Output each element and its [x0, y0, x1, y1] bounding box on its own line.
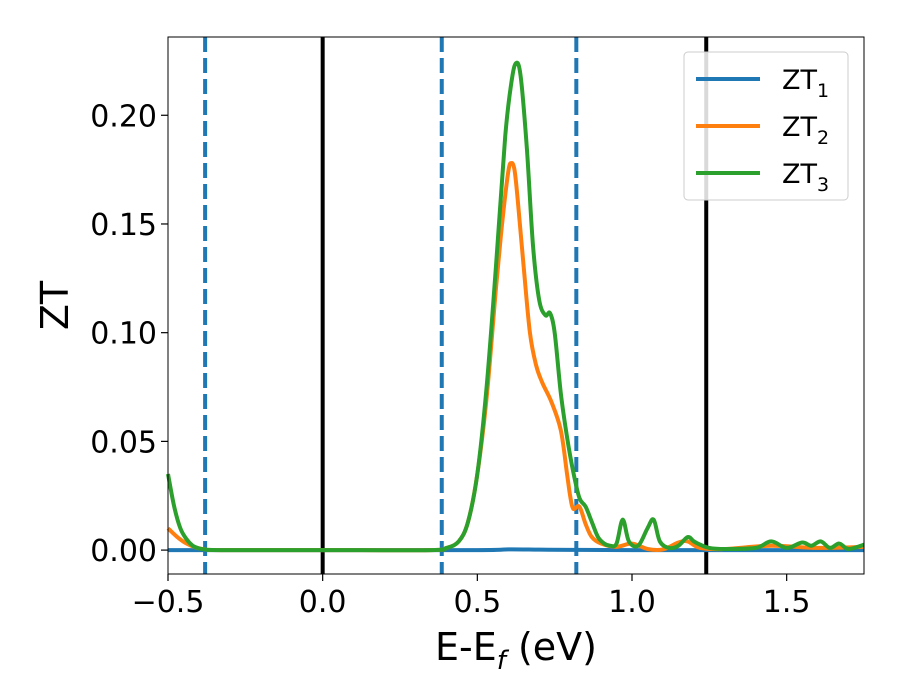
legend: ZT1 ZT2 ZT3 — [683, 51, 849, 201]
legend-label-zt3: ZT3 — [782, 159, 829, 196]
x-axis-label-suffix: (eV) — [506, 625, 597, 669]
x-axis-label: E-Ef (eV) — [435, 625, 597, 676]
y-tick-label: 0.05 — [90, 425, 157, 460]
x-axis-ticks: −0.5 0.0 0.5 1.0 1.5 — [132, 574, 811, 620]
legend-box — [683, 51, 849, 201]
plot-frame — [167, 36, 865, 575]
series-line-zt3 — [166, 60, 865, 553]
y-tick-label: 0.15 — [90, 208, 157, 243]
reference-lines — [203, 37, 709, 574]
y-tick-label: 0.00 — [90, 534, 157, 569]
x-axis-label-main: E-E — [435, 625, 497, 669]
x-tick-label: 1.0 — [608, 585, 656, 620]
y-axis-label: ZT — [33, 280, 77, 330]
y-tick-label: 0.10 — [90, 317, 157, 352]
x-tick-label: 1.5 — [763, 585, 811, 620]
series-line-zt2 — [166, 161, 865, 553]
legend-label-zt2: ZT2 — [782, 112, 829, 149]
x-tick-label: −0.5 — [132, 585, 205, 620]
y-tick-label: 0.20 — [90, 99, 157, 134]
x-tick-label: 0.0 — [299, 585, 347, 620]
series-lines — [166, 60, 865, 553]
x-tick-label: 0.5 — [453, 585, 501, 620]
y-axis-ticks: 0.00 0.05 0.10 0.15 0.20 — [90, 99, 168, 569]
legend-label-zt1: ZT1 — [782, 65, 829, 102]
